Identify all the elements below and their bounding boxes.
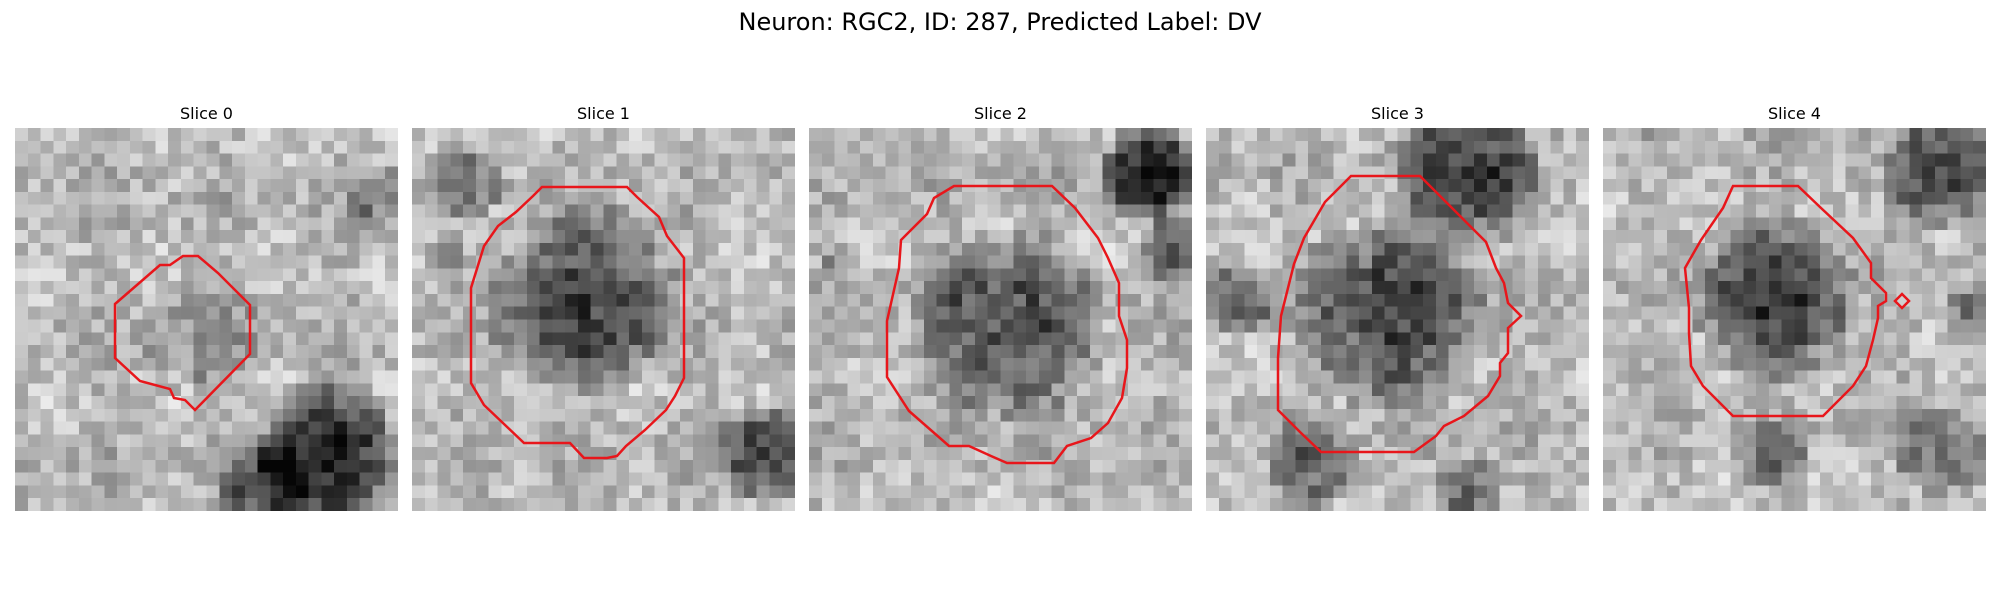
contour-overlay-3 xyxy=(1276,174,1523,454)
slice-texture-0 xyxy=(15,128,398,511)
contour-overlay-4 xyxy=(1683,184,1911,418)
slice-panel-3: Slice 3 xyxy=(1206,104,1589,511)
slice-title-0: Slice 0 xyxy=(180,104,233,123)
slice-title-1: Slice 1 xyxy=(577,104,630,123)
slice-panel-2: Slice 2 xyxy=(809,104,1192,511)
slice-texture-1 xyxy=(412,128,795,511)
contour-overlay-0 xyxy=(113,254,252,412)
contour-overlay-2 xyxy=(885,184,1129,465)
roi-contour-fragment-4 xyxy=(1893,292,1911,310)
slice-texture-3 xyxy=(1206,128,1589,511)
slice-image-1 xyxy=(412,128,795,511)
slice-title-4: Slice 4 xyxy=(1768,104,1821,123)
slice-title-3: Slice 3 xyxy=(1371,104,1424,123)
roi-contour-2 xyxy=(885,184,1129,465)
slice-panel-4: Slice 4 xyxy=(1603,104,1986,511)
slice-panel-1: Slice 1 xyxy=(412,104,795,511)
slice-texture-2 xyxy=(809,128,1192,511)
roi-contour-4 xyxy=(1683,184,1888,418)
roi-contour-3 xyxy=(1276,174,1523,454)
figure-title: Neuron: RGC2, ID: 287, Predicted Label: … xyxy=(738,8,1262,36)
slice-title-2: Slice 2 xyxy=(974,104,1027,123)
slice-image-0 xyxy=(15,128,398,511)
roi-contour-1 xyxy=(469,185,686,460)
slice-image-3 xyxy=(1206,128,1589,511)
slice-image-4 xyxy=(1603,128,1986,511)
slice-panel-0: Slice 0 xyxy=(15,104,398,511)
contour-overlay-1 xyxy=(469,185,686,460)
slice-image-2 xyxy=(809,128,1192,511)
roi-contour-0 xyxy=(113,254,252,412)
slice-texture-4 xyxy=(1603,128,1986,511)
